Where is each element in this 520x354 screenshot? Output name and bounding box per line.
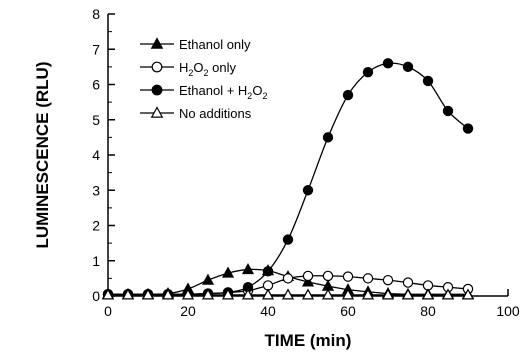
data-point-h2o2-only	[282, 273, 294, 284]
y-tick-label: 8	[92, 6, 100, 22]
data-point-no-additions	[421, 288, 435, 300]
data-point-ethanol-only	[201, 273, 215, 285]
data-point-ethanol-only	[241, 263, 255, 275]
data-point-ethanol-plus-h2o2	[282, 234, 294, 245]
y-tick-label: 1	[92, 253, 100, 269]
legend-item-no-additions: No additions	[140, 106, 252, 121]
legend-marker-ethanol-plus-h2o2	[151, 84, 163, 96]
y-tick-label: 2	[92, 218, 100, 234]
data-point-h2o2-only	[382, 274, 394, 286]
data-point-no-additions	[281, 288, 295, 300]
y-tick-label: 0	[92, 288, 100, 304]
y-tick-label: 6	[92, 77, 100, 93]
x-tick-label: 60	[340, 303, 356, 319]
legend-label-no-additions: No additions	[179, 106, 252, 121]
data-point-no-additions	[161, 288, 175, 300]
data-point-ethanol-only	[301, 275, 315, 287]
y-tick-label: 7	[92, 41, 100, 57]
data-point-ethanol-plus-h2o2	[462, 123, 474, 134]
legend-item-ethanol-plus-h2o2: Ethanol + H2O2	[140, 83, 267, 101]
legend-item-ethanol-only: Ethanol only	[140, 37, 251, 52]
x-tick-label: 80	[420, 303, 436, 319]
data-point-ethanol-plus-h2o2	[322, 132, 334, 143]
data-point-no-additions	[401, 288, 415, 300]
data-point-no-additions	[101, 288, 115, 300]
data-point-ethanol-plus-h2o2	[362, 66, 374, 78]
data-point-no-additions	[321, 288, 335, 300]
data-point-no-additions	[441, 288, 455, 300]
y-axis-title: LUMINESCENCE (RLU)	[33, 62, 52, 249]
data-point-no-additions	[141, 288, 155, 300]
data-point-ethanol-plus-h2o2	[382, 58, 394, 69]
data-point-ethanol-plus-h2o2	[422, 75, 434, 87]
data-point-no-additions	[301, 288, 315, 300]
legend-label-h2o2-only: H2O2 only	[179, 60, 237, 78]
x-tick-label: 0	[104, 303, 112, 319]
series-line-ethanol-plus-h2o2	[108, 62, 469, 295]
data-point-no-additions	[381, 288, 395, 300]
y-ticks: 0 1 2 3 4 5 6 7 8	[92, 6, 115, 304]
data-point-ethanol-only	[221, 266, 235, 278]
data-point-no-additions	[461, 288, 475, 300]
data-point-no-additions	[241, 288, 255, 300]
data-point-ethanol-plus-h2o2	[342, 89, 354, 101]
x-tick-label: 100	[496, 303, 520, 319]
legend-marker-ethanol-only	[150, 37, 164, 49]
y-tick-label: 5	[92, 112, 100, 128]
data-point-no-additions	[341, 288, 355, 300]
data-point-no-additions	[361, 288, 375, 300]
data-point-h2o2-only	[342, 271, 354, 282]
legend-label-ethanol-only: Ethanol only	[179, 37, 251, 52]
legend: Ethanol only H2O2 only Ethanol + H2O2 No ad…	[140, 37, 267, 121]
legend-label-ethanol-plus-h2o2: Ethanol + H2O2	[179, 83, 267, 101]
data-point-h2o2-only	[402, 277, 414, 288]
legend-marker-no-additions	[150, 106, 164, 118]
x-tick-label: 40	[260, 303, 276, 319]
data-point-no-additions	[261, 288, 275, 300]
data-point-no-additions	[181, 288, 195, 300]
x-tick-label: 20	[180, 303, 196, 319]
series-layer	[101, 58, 475, 300]
data-point-h2o2-only	[362, 273, 374, 284]
legend-item-h2o2-only: H2O2 only	[140, 60, 237, 78]
x-axis-title: TIME (min)	[265, 331, 352, 350]
data-point-h2o2-only	[322, 270, 334, 282]
data-point-no-additions	[221, 288, 235, 300]
y-tick-label: 3	[92, 182, 100, 198]
data-point-ethanol-plus-h2o2	[302, 185, 314, 196]
data-point-ethanol-plus-h2o2	[402, 61, 414, 73]
data-point-ethanol-plus-h2o2	[442, 105, 454, 117]
series-no-additions	[101, 288, 475, 300]
data-point-ethanol-plus-h2o2	[262, 266, 274, 277]
data-point-no-additions	[201, 288, 215, 300]
data-point-no-additions	[121, 288, 135, 300]
y-tick-label: 4	[92, 147, 100, 163]
legend-marker-h2o2-only	[151, 61, 163, 73]
data-point-h2o2-only	[302, 270, 314, 282]
